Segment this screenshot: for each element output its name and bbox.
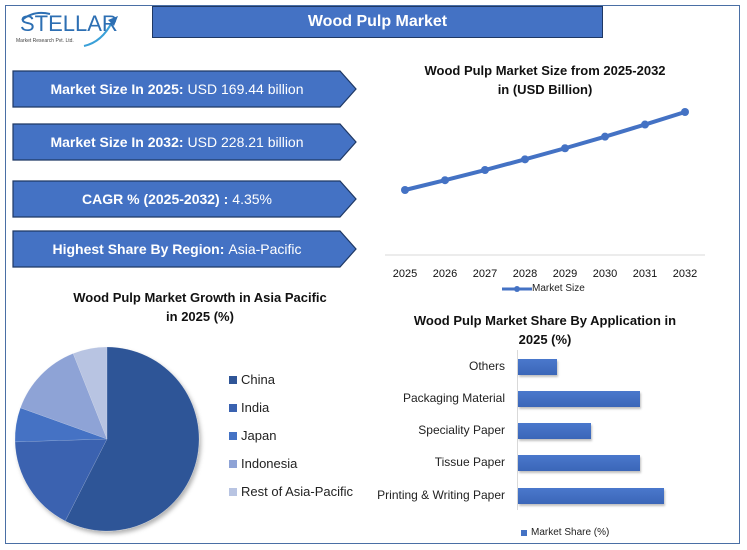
legend-item: Japan: [229, 428, 276, 443]
logo-swoosh-icon: [21, 11, 118, 47]
pie-chart-title-line2: in 2025 (%): [166, 309, 234, 324]
market-size-line: [403, 110, 687, 192]
legend-label: Rest of Asia-Pacific: [241, 484, 353, 499]
pie-slice-china: [64, 346, 200, 532]
logo-text: STELLAR: [20, 11, 118, 36]
legend-item: Rest of Asia-Pacific: [229, 484, 353, 499]
data-point-marker: [521, 155, 529, 164]
stat-market-size-2025: Market Size In 2025: USD 169.44 billion: [12, 70, 357, 108]
pie-chart-title: Wood Pulp Market Growth in Asia Pacific …: [50, 288, 350, 326]
bar: [518, 391, 640, 407]
stellar-logo: STELLAR Market Research Pvt. Ltd.: [14, 8, 124, 50]
stat-value: Asia-Pacific: [228, 240, 302, 257]
bar: [518, 359, 557, 375]
stat-market-size-2032: Market Size In 2032: USD 228.21 billion: [12, 123, 357, 161]
line-chart-title-line2: in (USD Billion): [497, 82, 593, 97]
pie-slice-india: [14, 438, 108, 522]
stat-label: Market Size In 2025:: [50, 80, 184, 97]
page-title: Wood Pulp Market: [307, 13, 448, 30]
bar: [518, 423, 591, 439]
pie-chart-title-line1: Wood Pulp Market Growth in Asia Pacific: [73, 290, 327, 305]
bar-chart-title: Wood Pulp Market Share By Application in…: [390, 311, 700, 349]
bar-category-label: Tissue Paper: [434, 455, 505, 469]
legend-swatch-icon: [229, 459, 237, 468]
x-tick-label: 2028: [512, 268, 538, 280]
x-tick-label: 2026: [432, 268, 458, 280]
bar-category-label: Packaging Material: [402, 391, 505, 405]
data-point-marker: [481, 166, 489, 175]
legend-label: India: [241, 400, 270, 415]
x-tick-label: 2025: [392, 268, 418, 280]
data-point-marker: [441, 176, 449, 185]
bar: [518, 455, 640, 471]
bar-chart-axis: [517, 350, 518, 510]
data-point-marker: [561, 144, 569, 153]
legend-label: Market Size: [532, 283, 585, 294]
bar-chart-legend: Market Share (%): [521, 527, 609, 538]
bar-chart-title-line2: 2025 (%): [518, 332, 572, 347]
logo-subtext: Market Research Pvt. Ltd.: [16, 38, 74, 44]
x-tick-label: 2030: [592, 268, 618, 280]
bar-category-label: Printing & Writing Paper: [377, 488, 505, 502]
stat-highest-share-region: Highest Share By Region: Asia-Pacific: [12, 230, 357, 268]
legend-swatch-icon: [229, 375, 237, 384]
x-tick-label: 2029: [552, 268, 578, 280]
legend-swatch-icon: [229, 431, 237, 440]
legend-label: China: [241, 372, 275, 387]
pie-slice-indonesia: [20, 353, 108, 440]
legend-item: China: [229, 372, 275, 387]
stat-label: Highest Share By Region:: [52, 240, 225, 257]
line-chart-plot: [385, 108, 705, 256]
bar: [518, 488, 664, 504]
line-chart-title: Wood Pulp Market Size from 2025-2032 in …: [390, 61, 700, 99]
data-point-marker: [681, 108, 689, 116]
stat-label: CAGR % (2025-2032) :: [82, 190, 229, 207]
legend-swatch-icon: [521, 529, 527, 536]
stat-value: USD 228.21 billion: [187, 133, 304, 150]
legend-item: India: [229, 400, 269, 415]
pie-slice-rest-of-asia-pacific: [72, 346, 108, 440]
legend-swatch-icon: [229, 487, 237, 496]
page-title-banner: Wood Pulp Market: [152, 6, 603, 38]
legend-label: Market Share (%): [531, 527, 610, 538]
stat-value: 4.35%: [232, 190, 272, 207]
legend-label: Japan: [241, 428, 277, 443]
legend-swatch-icon: [229, 403, 237, 412]
pie-chart-plot: [14, 346, 200, 532]
stat-label: Market Size In 2032:: [50, 133, 184, 150]
legend-item: Indonesia: [229, 456, 297, 471]
stat-cagr: CAGR % (2025-2032) :4.35%: [12, 180, 357, 218]
infographic-frame: [5, 5, 740, 544]
data-point-marker: [641, 120, 649, 129]
data-point-marker: [401, 186, 409, 194]
legend-label: Indonesia: [241, 456, 298, 471]
x-tick-label: 2031: [632, 268, 658, 280]
line-chart-title-line1: Wood Pulp Market Size from 2025-2032: [424, 63, 666, 78]
bar-category-label: Others: [468, 359, 505, 373]
line-chart-legend: Market Size: [502, 283, 585, 294]
legend-line-marker-icon: [502, 285, 532, 292]
x-tick-label: 2032: [672, 268, 698, 280]
x-tick-label: 2027: [472, 268, 498, 280]
bar-category-label: Speciality Paper: [418, 423, 505, 437]
bar-chart-title-line1: Wood Pulp Market Share By Application in: [413, 313, 677, 328]
stat-value: USD 169.44 billion: [187, 80, 304, 97]
data-point-marker: [601, 132, 609, 141]
